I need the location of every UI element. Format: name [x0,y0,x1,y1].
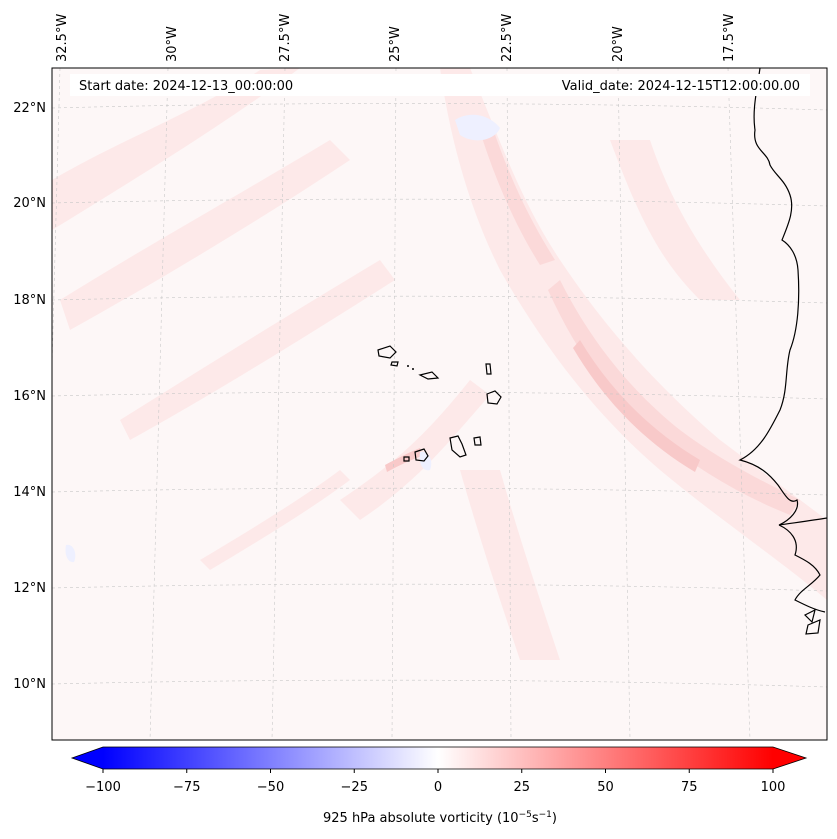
colorbar-tick-label: 50 [597,780,614,795]
lat-label-22n: 22°N [13,101,46,116]
colorbar-max-extend-arrow [773,747,806,769]
colorbar-min-extend-arrow [72,747,103,769]
colorbar-tick-label: 100 [761,780,786,795]
santiago-island [449,435,467,458]
colorbar-label: 925 hPa absolute vorticity (10−5s−1) [323,810,557,826]
santo-antao-island [377,345,397,359]
start-date-box [70,74,440,96]
colorbar-tick-label: 25 [513,780,530,795]
vorticity-pink-mid-bands [478,120,800,515]
colorbar-tick-label: 0 [434,780,442,795]
lat-label-12n: 12°N [13,581,46,596]
lat-label-18n: 18°N [13,293,46,308]
colorbar-ticks: −100 −75 −50 −25 0 25 50 75 100 [85,769,785,795]
colorbar-tick-label: −75 [173,780,200,795]
valid-date-box [440,74,810,96]
bijagos-islands [803,608,821,635]
map-frame [51,67,828,741]
lat-label-10n: 10°N [13,677,46,692]
african-coast-south [778,524,826,613]
lon-label-32-5w: 32.5°W [55,14,70,62]
lon-label-25w: 25°W [388,26,403,62]
colorbar-tick-label: −25 [341,780,368,795]
brava-island [403,456,410,462]
colorbar-gradient [103,747,773,769]
graticule [52,68,827,740]
lon-label-22-5w: 22.5°W [500,14,515,62]
maio-island [473,436,482,446]
boa-vista-island [486,390,502,405]
colorbar-tick-label: −50 [257,780,284,795]
west-africa-coastline [738,68,827,526]
map-panel [52,68,827,740]
colorbar: −100 −75 −50 −25 0 25 50 75 100 925 hPa absolute… [70,746,808,826]
lon-label-20w: 20°W [611,26,626,62]
lat-label-16n: 16°N [13,389,46,404]
longitude-labels: 32.5°W 30°W 27.5°W 25°W 22.5°W 20°W 17.5… [55,14,737,62]
vorticity-blue-patches [65,114,500,563]
lon-label-27-5w: 27.5°W [278,14,293,62]
lon-label-17-5w: 17.5°W [722,14,737,62]
sao-nicolau-island [418,371,440,380]
start-date-label: Start date: 2024-12-13_00:00:00 [79,79,293,94]
lat-label-20n: 20°N [13,196,46,211]
lon-label-30w: 30°W [165,26,180,62]
sao-vicente-island [390,361,399,367]
valid-date-label: Valid_date: 2024-12-15T12:00:00.00 [562,79,800,94]
sal-island [485,363,492,375]
colorbar-tick-label: 75 [681,780,698,795]
coastlines [377,68,827,635]
islet-dots [407,365,414,370]
lat-label-14n: 14°N [13,485,46,500]
colorbar-tick-label: −100 [85,780,121,795]
latitude-labels: 22°N 20°N 18°N 16°N 14°N 12°N 10°N [13,101,46,692]
fogo-island [414,448,429,462]
